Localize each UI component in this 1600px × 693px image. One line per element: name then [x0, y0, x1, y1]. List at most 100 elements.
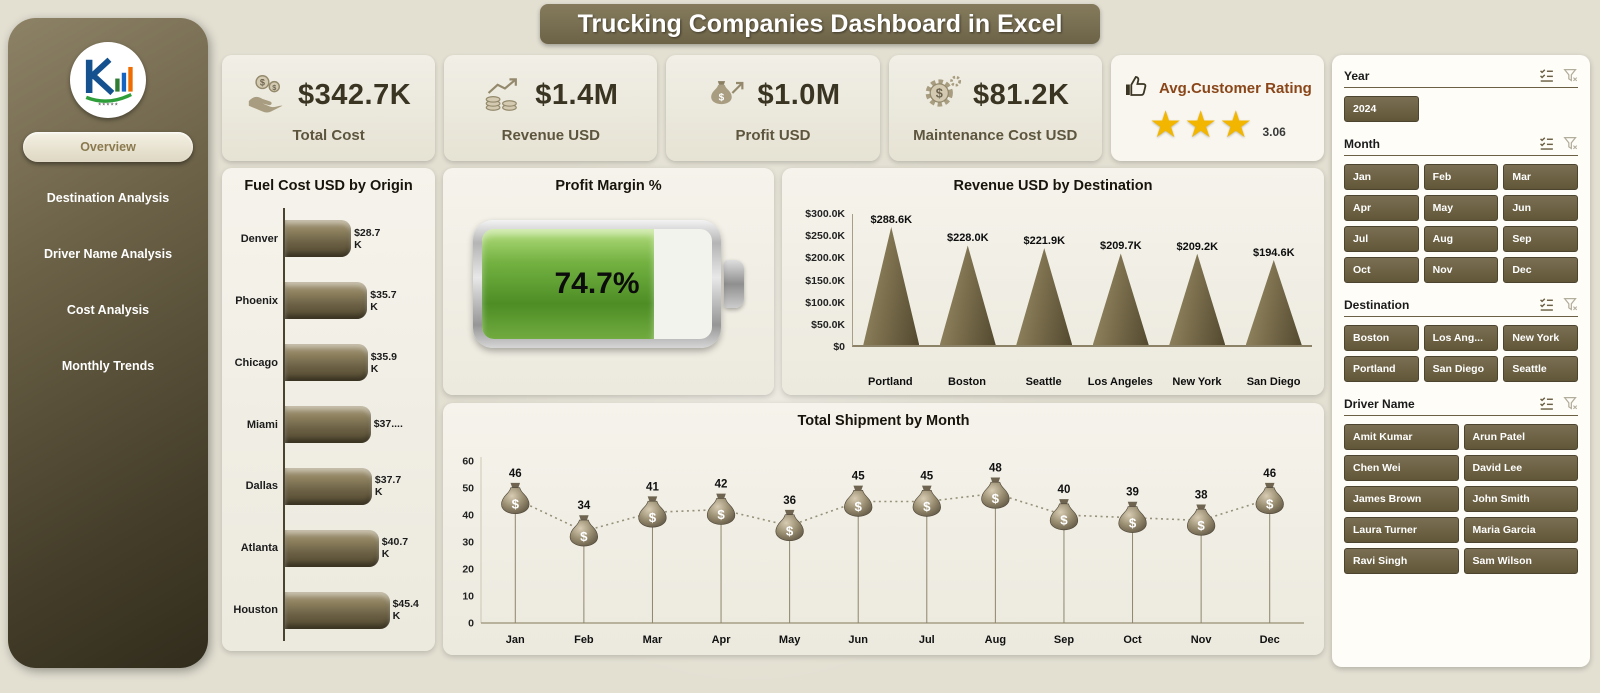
sidebar-item-cost-analysis[interactable]: Cost Analysis	[66, 303, 150, 317]
bar-track: $37.7 K	[283, 455, 430, 518]
slicer-header: Driver Name	[1344, 395, 1578, 416]
slicer-header: Year	[1344, 67, 1578, 88]
slicer-month-item-apr[interactable]: Apr	[1344, 195, 1419, 221]
kpi-label: Total Cost	[292, 126, 365, 144]
sidebar-item-overview[interactable]: Overview	[23, 132, 193, 162]
multiselect-icon[interactable]	[1538, 67, 1555, 84]
slicer-month-item-feb[interactable]: Feb	[1423, 164, 1499, 190]
revenue-column-new-york: $209.2K	[1164, 214, 1230, 345]
slicer-month-item-jan[interactable]: Jan	[1344, 164, 1419, 190]
slicer-destination-item-portland[interactable]: Portland	[1344, 356, 1419, 382]
sidebar: ★★★★★ Overview Destination Analysis Driver…	[8, 18, 208, 668]
slicer-driver-name-item-chen-wei[interactable]: Chen Wei	[1344, 455, 1459, 481]
slicer-month-item-mar[interactable]: Mar	[1503, 164, 1578, 190]
slicer-destination-item-new-york[interactable]: New York	[1503, 325, 1578, 351]
dashboard-title-text: Trucking Companies Dashboard in Excel	[577, 9, 1063, 38]
fuel-row-dallas: Dallas $37.7 K	[228, 455, 430, 518]
slicer-label: Year	[1344, 68, 1370, 83]
slicer-driver-name-item-laura-turner[interactable]: Laura Turner	[1344, 517, 1459, 543]
slicer-destination-item-san-diego[interactable]: San Diego	[1423, 356, 1499, 382]
slicer-month-item-sep[interactable]: Sep	[1503, 226, 1578, 252]
slicer-month-item-nov[interactable]: Nov	[1423, 257, 1499, 283]
data-label: $194.6K	[1252, 246, 1295, 259]
svg-text:50: 50	[462, 483, 474, 495]
multiselect-icon[interactable]	[1538, 135, 1555, 152]
kpi-revenue-usd: $1.4M Revenue USD	[444, 55, 658, 161]
svg-text:Jul: Jul	[919, 634, 935, 646]
star-rating-icons: ★★★	[1148, 104, 1255, 145]
revenue-column-los-angeles: $209.7K	[1088, 214, 1154, 345]
bar-track: $35.7 K	[283, 269, 430, 332]
profit-margin-value: 74.7%	[554, 267, 640, 300]
clear-filter-icon[interactable]	[1563, 136, 1578, 151]
slicer-driver-name: Driver Name Amit Kumar Arun Patel Chen Wei D…	[1344, 395, 1578, 574]
slicer-driver-name-item-sam-wilson[interactable]: Sam Wilson	[1463, 548, 1578, 574]
svg-text:May: May	[779, 634, 801, 646]
data-label: $40.7 K	[381, 536, 409, 561]
svg-text:$: $	[260, 77, 265, 87]
bar-track: $28.7 K	[283, 208, 430, 270]
svg-text:Feb: Feb	[574, 634, 594, 646]
slicer-month-item-jul[interactable]: Jul	[1344, 226, 1419, 252]
slicer-year-item-2024[interactable]: 2024	[1344, 96, 1419, 122]
slicer-month-item-aug[interactable]: Aug	[1423, 226, 1499, 252]
category-label: Chicago	[234, 356, 278, 369]
clear-filter-icon[interactable]	[1563, 396, 1578, 411]
y-axis-tick: $50.0K	[811, 318, 845, 331]
pyramid-bar	[1169, 253, 1226, 345]
bar-track: $35.9 K	[283, 331, 430, 394]
data-label: $209.7K	[1099, 240, 1142, 253]
slicer-month-item-oct[interactable]: Oct	[1344, 257, 1419, 283]
sidebar-item-driver-name-analysis[interactable]: Driver Name Analysis	[43, 247, 173, 261]
slicer-month-item-may[interactable]: May	[1423, 195, 1499, 221]
fuel-row-denver: Denver $28.7 K	[228, 208, 430, 270]
multiselect-icon[interactable]	[1538, 395, 1555, 412]
plot-area: $288.6K $228.0K $221.9K $209.7K $209.2K $194.…	[852, 214, 1312, 347]
slicer-destination-item-los-ang[interactable]: Los Ang...	[1423, 325, 1499, 351]
svg-text:34: 34	[577, 500, 590, 512]
slicer-driver-name-item-arun-patel[interactable]: Arun Patel	[1463, 424, 1578, 450]
slicer-driver-name-item-ravi-singh[interactable]: Ravi Singh	[1344, 548, 1459, 574]
bar-track: $37....	[283, 393, 430, 456]
slicer-header: Destination	[1344, 296, 1578, 317]
slicer-driver-name-item-james-brown[interactable]: James Brown	[1344, 486, 1459, 512]
svg-text:10: 10	[462, 591, 474, 603]
svg-text:Oct: Oct	[1123, 634, 1142, 646]
slicer-destination-item-boston[interactable]: Boston	[1344, 325, 1419, 351]
kpi-avg-customer-rating: Avg.Customer Rating ★★★ 3.06	[1110, 55, 1325, 161]
category-label: Houston	[233, 604, 278, 617]
rating-label: Avg.Customer Rating	[1159, 80, 1312, 97]
data-label: $35.9 K	[370, 350, 397, 375]
x-axis-label: San Diego	[1246, 376, 1301, 389]
fuel-row-atlanta: Atlanta $40.7 K	[228, 517, 430, 580]
slicer-driver-name-item-david-lee[interactable]: David Lee	[1463, 455, 1578, 481]
x-axis-labels: Portland Boston Seattle Los Angeles New York…	[852, 376, 1312, 389]
slicer-label: Driver Name	[1344, 396, 1415, 411]
logo-graphic: ★★★★★	[85, 57, 133, 106]
revenue-chart-card: Revenue USD by Destination $0 $50.0K $100.…	[782, 168, 1324, 395]
y-axis-tick: $300.0K	[805, 208, 845, 220]
x-axis-label: Boston	[948, 376, 986, 389]
clear-filter-icon[interactable]	[1563, 297, 1578, 312]
svg-text:38: 38	[1195, 489, 1208, 501]
svg-text:Aug: Aug	[985, 634, 1006, 646]
multiselect-icon[interactable]	[1538, 296, 1555, 313]
slicer-driver-name-item-maria-garcia[interactable]: Maria Garcia	[1463, 517, 1578, 543]
company-logo: ★★★★★	[70, 42, 146, 118]
svg-text:39: 39	[1126, 487, 1139, 499]
kpi-value: $1.0M	[757, 78, 841, 111]
sidebar-item-monthly-trends[interactable]: Monthly Trends	[61, 359, 155, 373]
battery-body: 74.7%	[482, 229, 712, 339]
svg-text:Jan: Jan	[506, 634, 525, 646]
sidebar-item-destination-analysis[interactable]: Destination Analysis	[46, 191, 170, 205]
y-axis-tick: $150.0K	[805, 274, 845, 287]
slicer-month: Month Jan Feb Mar Apr May Jun Jul Aug Sep Oct Nov De…	[1344, 135, 1578, 283]
slicer-month-item-dec[interactable]: Dec	[1503, 257, 1578, 283]
slicer-driver-name-item-john-smith[interactable]: John Smith	[1463, 486, 1578, 512]
slicer-destination-item-seattle[interactable]: Seattle	[1503, 356, 1578, 382]
clear-filter-icon[interactable]	[1563, 68, 1578, 83]
slicer-month-item-jun[interactable]: Jun	[1503, 195, 1578, 221]
data-label: $288.6K	[870, 214, 913, 226]
sidebar-nav: Overview Destination Analysis Driver Name …	[8, 132, 208, 386]
slicer-driver-name-item-amit-kumar[interactable]: Amit Kumar	[1344, 424, 1459, 450]
